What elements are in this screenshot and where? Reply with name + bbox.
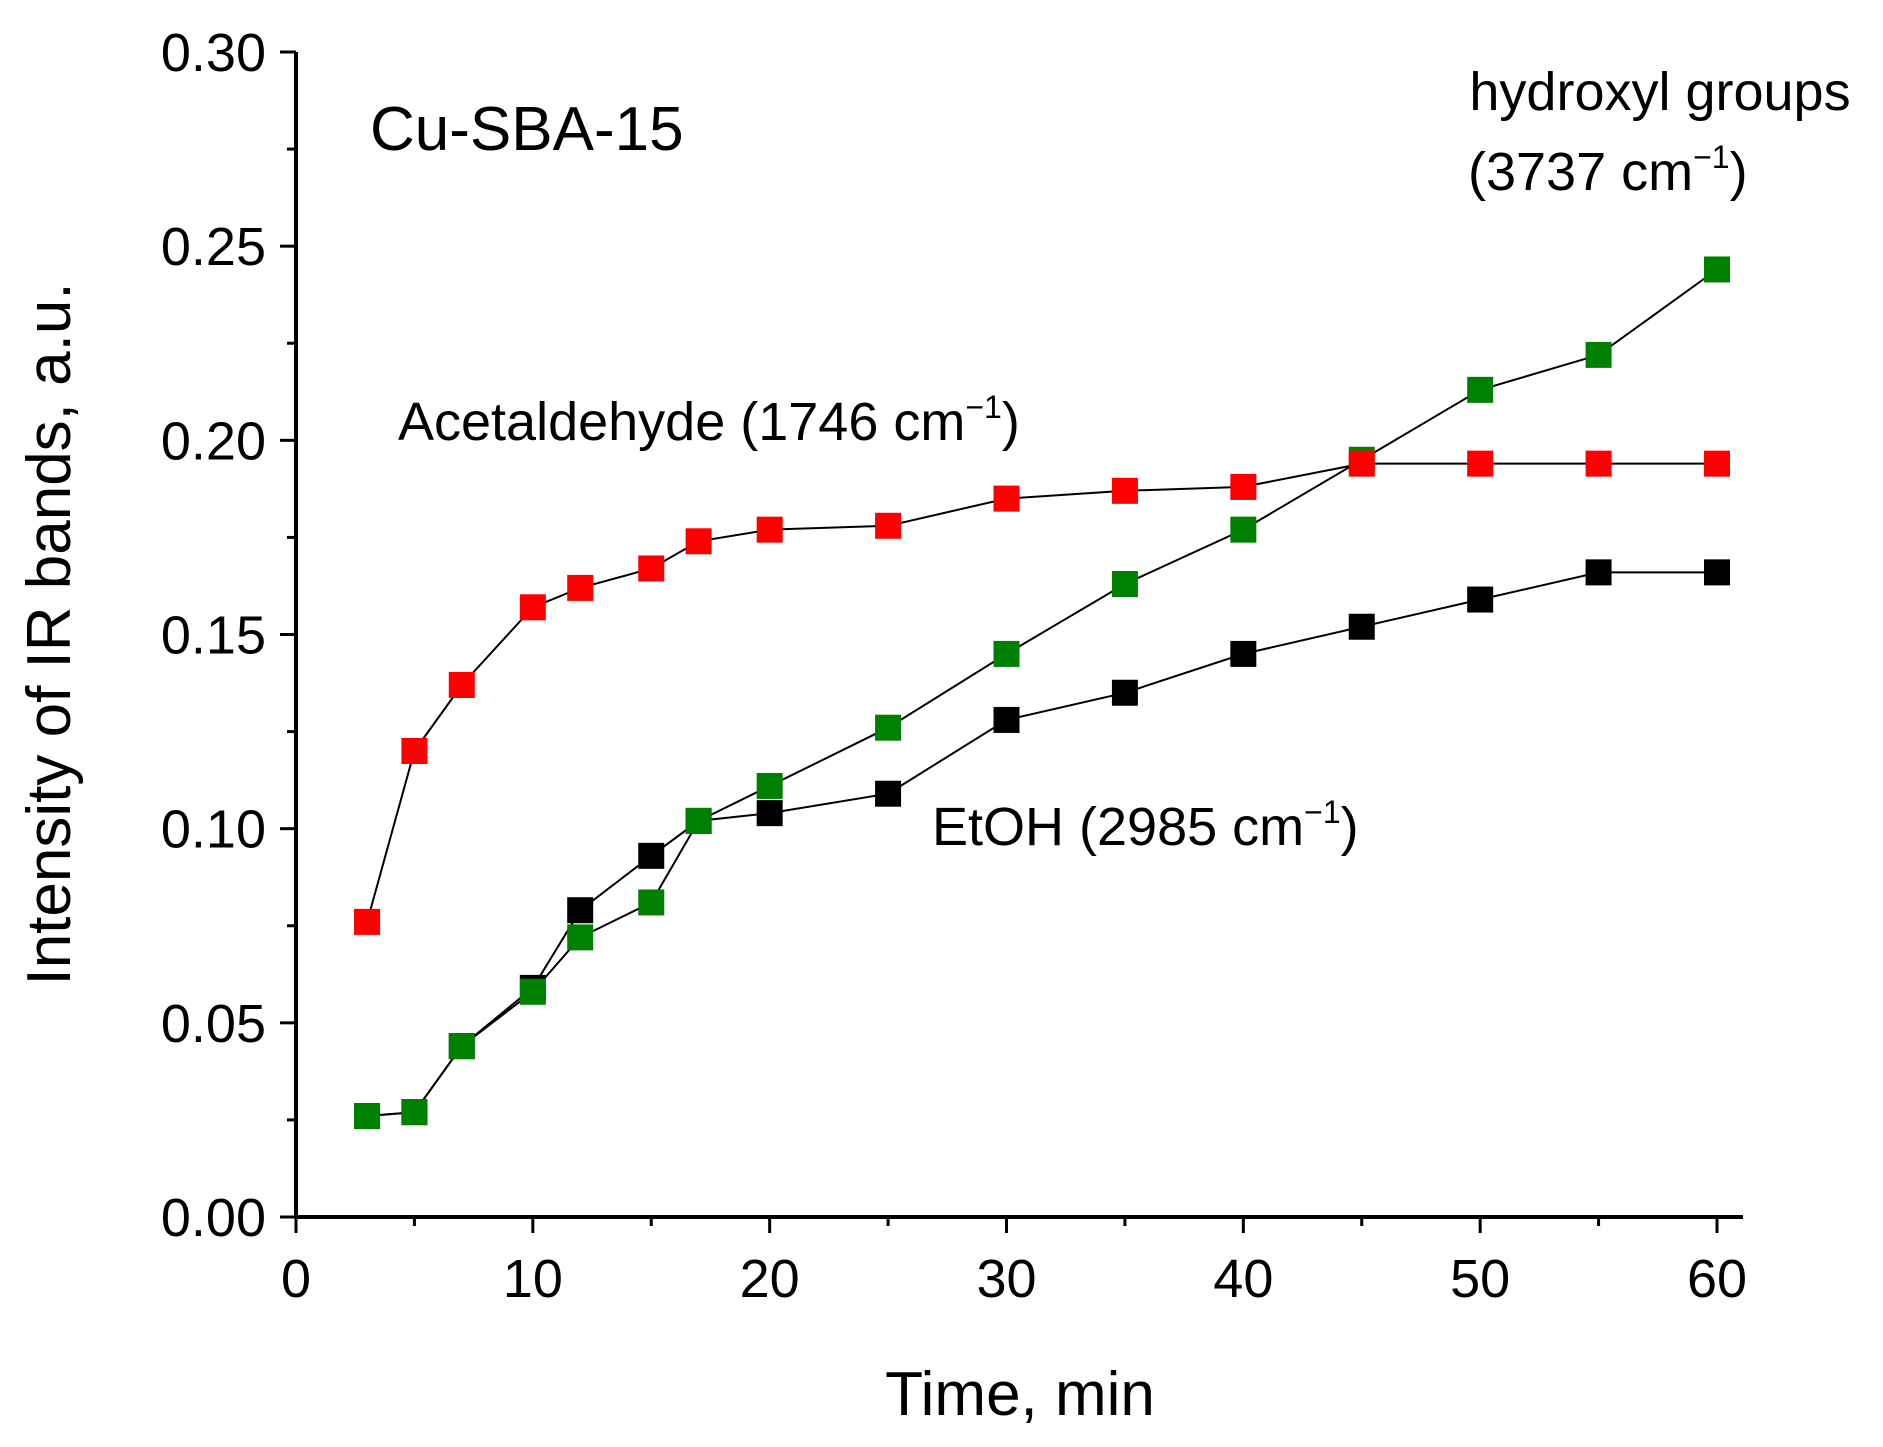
data-point-acetaldehyde xyxy=(519,594,546,621)
hydroxyl-label-line2: (3737 cm−1) xyxy=(1468,139,1748,202)
y-tick-label: 0.25 xyxy=(161,217,266,277)
data-point-hydroxyl-groups xyxy=(401,1099,428,1126)
series-line-hydroxyl-groups xyxy=(367,268,1718,1117)
series-line-etoh xyxy=(367,571,1717,1117)
data-point-etoh xyxy=(1704,559,1730,586)
sample-label: Cu-SBA-15 xyxy=(370,95,684,164)
data-point-hydroxyl-groups xyxy=(756,772,783,799)
data-point-hydroxyl-groups xyxy=(638,889,665,916)
data-point-etoh xyxy=(875,780,902,807)
data-point-etoh xyxy=(1111,679,1138,706)
data-point-hydroxyl-groups xyxy=(448,1033,475,1060)
data-point-acetaldehyde xyxy=(1230,473,1257,500)
data-point-acetaldehyde xyxy=(401,738,428,764)
data-point-hydroxyl-groups xyxy=(354,1103,381,1130)
y-tick-label: 0.10 xyxy=(161,800,266,860)
data-point-etoh xyxy=(1348,613,1375,640)
data-point-acetaldehyde xyxy=(448,671,475,698)
ticks xyxy=(280,50,1719,1233)
data-point-acetaldehyde xyxy=(1585,450,1612,477)
data-point-etoh xyxy=(1230,640,1257,667)
data-point-acetaldehyde xyxy=(1467,450,1494,477)
x-tick-label: 30 xyxy=(976,1249,1036,1309)
data-point-acetaldehyde xyxy=(1111,477,1138,504)
x-tick-label: 40 xyxy=(1213,1249,1273,1309)
data-point-hydroxyl-groups xyxy=(875,714,902,741)
axes xyxy=(294,52,1743,1219)
series-hydroxyl-groups xyxy=(354,256,1730,1130)
data-point-etoh xyxy=(993,706,1020,733)
acetaldehyde-label: Acetaldehyde (1746 cm−1) xyxy=(398,389,1020,452)
etoh-label: EtOH (2985 cm−1) xyxy=(932,794,1359,857)
series-line-acetaldehyde xyxy=(366,462,1717,923)
data-point-hydroxyl-groups xyxy=(1230,516,1257,543)
data-point-acetaldehyde xyxy=(638,555,665,582)
data-point-etoh xyxy=(756,800,783,827)
x-tick-label: 50 xyxy=(1450,1249,1510,1309)
data-point-hydroxyl-groups xyxy=(685,807,712,834)
y-axis-title: Intensity of IR bands, a.u. xyxy=(15,282,84,985)
x-axis-title: Time, min xyxy=(885,1360,1155,1429)
data-point-hydroxyl-groups xyxy=(1467,376,1494,403)
data-point-acetaldehyde xyxy=(685,528,712,555)
series-acetaldehyde xyxy=(354,450,1730,935)
y-tick-label: 0.00 xyxy=(161,1188,266,1248)
series xyxy=(354,256,1730,1130)
y-tick-label: 0.20 xyxy=(161,411,266,471)
data-point-etoh xyxy=(1467,586,1494,613)
data-point-hydroxyl-groups xyxy=(1111,571,1138,598)
hydroxyl-label-line1: hydroxyl groups xyxy=(1469,62,1850,122)
y-tick-label: 0.05 xyxy=(161,994,266,1054)
data-point-acetaldehyde xyxy=(875,512,902,539)
x-tick-label: 60 xyxy=(1687,1249,1747,1309)
data-point-hydroxyl-groups xyxy=(519,978,546,1005)
y-tick-label: 0.15 xyxy=(161,606,266,666)
data-point-hydroxyl-groups xyxy=(1704,256,1730,283)
data-point-acetaldehyde xyxy=(567,574,594,601)
data-point-hydroxyl-groups xyxy=(1585,341,1612,368)
data-point-acetaldehyde xyxy=(1704,450,1730,477)
x-tick-label: 10 xyxy=(503,1249,563,1309)
tick-labels: 0 10 20 30 40 50 60 0.00 0.05 0.10 0.15 0.20 0.25 0.3… xyxy=(161,23,1747,1309)
data-point-etoh xyxy=(638,842,665,869)
data-point-acetaldehyde xyxy=(756,516,783,543)
data-point-hydroxyl-groups xyxy=(993,640,1020,667)
data-point-acetaldehyde xyxy=(1348,450,1375,477)
data-point-hydroxyl-groups xyxy=(567,924,594,951)
data-point-acetaldehyde xyxy=(354,908,381,935)
data-point-etoh xyxy=(567,897,594,924)
data-point-etoh xyxy=(1585,559,1612,586)
x-tick-label: 20 xyxy=(740,1249,800,1309)
y-tick-label: 0.30 xyxy=(161,23,266,83)
data-point-acetaldehyde xyxy=(993,485,1020,512)
x-tick-label: 0 xyxy=(281,1249,311,1309)
